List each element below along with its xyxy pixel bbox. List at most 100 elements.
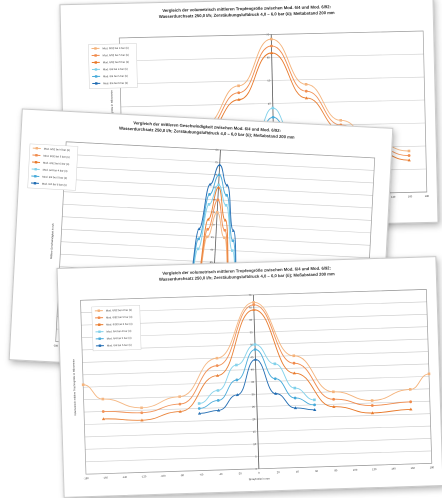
chart-front-legend-label: Mod. 6/4 bei 5 bar (ü) [107, 336, 132, 341]
chart-back-legend: Mod. 6/92 bei 4 bar (ü) Mod. 6/92 bei 5 b… [88, 44, 137, 89]
chart-middle-legend-marker [34, 175, 37, 178]
chart-front-data-point [252, 301, 255, 304]
chart-back-data-point [272, 116, 275, 119]
chart-front-xtick-label: -180 [83, 476, 89, 480]
chart-back-data-point [270, 45, 273, 48]
chart-back-data-point [339, 119, 342, 122]
chart-front-data-point [371, 399, 374, 402]
chart-back-legend-marker [95, 68, 97, 70]
chart-back-legend-label: Mod. 6/92 bei 4 bar (ü) [102, 46, 128, 51]
chart-front-data-point [313, 403, 316, 406]
chart-back-legend-label: Mod. 6/4 bei 4 bar (ü) [103, 67, 128, 72]
chart-front-xtick-label: 0 [258, 471, 260, 475]
chart-back-data-point [305, 83, 308, 86]
chart-middle-data-point [231, 249, 234, 252]
chart-front-data-point [273, 362, 276, 365]
chart-front-legend-label: Mod. 6/4 bei 6 bar (ü) [107, 343, 132, 348]
chart-middle-legend-marker [34, 182, 37, 185]
chart-front-xtick-label: 120 [372, 467, 377, 471]
chart-middle-data-point [225, 204, 228, 207]
chart-front-data-point [235, 378, 238, 381]
chart-front-xtick-label: 160 [410, 466, 415, 470]
chart-front-legend-marker [98, 330, 100, 332]
chart-front-xtick-label: 100 [353, 468, 358, 472]
chart-front-legend-marker [99, 344, 101, 346]
chart-front-data-point [216, 364, 219, 367]
chart-front-xtick-label: -60 [199, 473, 203, 477]
chart-front-data-point [292, 354, 295, 357]
chart-front-legend-marker [98, 309, 100, 311]
chart-front-data-point [178, 403, 181, 406]
chart-back-legend-marker [94, 54, 96, 56]
chart-back-data-point [408, 154, 411, 157]
chart-front-data-point [293, 387, 296, 390]
chart-front-xtick-label: 60 [315, 469, 319, 473]
chart-front-data-point [252, 303, 255, 306]
chart-front-data-point [235, 364, 238, 367]
chart-front-xtick-label: -40 [219, 472, 223, 476]
chart-front-data-point [198, 402, 201, 405]
chart-front: Vergleich der volumetrisch mittleren Tro… [58, 257, 442, 497]
chart-middle-data-point [216, 211, 219, 214]
chart-back-data-point [305, 90, 308, 93]
chart-front-legend-label: Mod. 6/92 bei 5 bar (ü) [106, 315, 132, 320]
chart-back-data-point [408, 150, 411, 153]
chart-front-legend-marker [98, 337, 100, 339]
chart-middle-xtick-label: -180 [53, 343, 59, 347]
chart-front-xtick-label: 140 [391, 466, 396, 470]
chart-back-legend-marker [95, 61, 97, 63]
chart-middle-data-point [223, 236, 226, 239]
chart-front-data-point [409, 388, 412, 391]
chart-back-xtick-label: 160 [408, 194, 413, 198]
chart-front-ylabel: Volumetrisch mittlere Tropfengröße in Mi… [71, 359, 77, 416]
chart-front-data-point [102, 410, 105, 413]
chart-middle-legend-marker [35, 154, 38, 157]
chart-back-legend-label: Mod. 6/92 bei 5 bar (ü) [103, 53, 129, 58]
chart-back-legend-label: Mod. 6/4 bei 6 bar (ü) [103, 81, 128, 86]
chart-front-data-point [332, 398, 335, 401]
chart-front-data-point [313, 399, 316, 402]
chart-front-xtick-label: -160 [103, 475, 109, 479]
chart-back-xtick-label: 140 [391, 195, 396, 199]
chart-front-data-point [254, 348, 257, 351]
chart-front-data-point [409, 400, 412, 403]
chart-front-data-point [274, 377, 277, 380]
chart-sheet-front: Vergleich der volumetrisch mittleren Tro… [56, 256, 442, 498]
chart-front-data-point [371, 404, 374, 407]
chart-middle-data-point [208, 203, 211, 206]
chart-front-xtick-label: -20 [238, 471, 242, 475]
chart-front-legend-label: Mod. 6/92 bei 4 bar (ü) [106, 308, 132, 313]
chart-front-xtick-label: -140 [122, 475, 128, 479]
chart-front-data-point [140, 406, 143, 409]
chart-middle-data-point [218, 163, 221, 166]
chart-middle-legend: Mod. 6/92 bei 4 bar (ü)Mod. 6/92 bei 5 b… [28, 144, 78, 190]
chart-front-data-point [293, 362, 296, 365]
chart-front-data-point [198, 407, 201, 410]
chart-middle-legend-marker [35, 161, 38, 164]
chart-front-legend-label: Mod. 6/4 bei 4 bar (ü) [106, 329, 131, 334]
chart-back-legend-label: Mod. 6/92 bei 6 bar (ü) [103, 60, 129, 65]
chart-back-legend-marker [95, 82, 97, 84]
chart-front-data-point [332, 390, 335, 393]
chart-back-xtick-label: 180 [425, 194, 430, 198]
chart-front-xlabel: Spraybreite in mm [249, 476, 270, 481]
chart-front-legend: Mod. 6/92 bei 4 bar (ü) Mod. 6/92 bei 5 b… [92, 305, 141, 350]
chart-front-xtick-label: 80 [334, 468, 338, 472]
chart-front-data-point [294, 397, 297, 400]
chart-front-xtick-label: 180 [430, 465, 435, 469]
chart-front-xtick-label: -100 [160, 474, 166, 478]
chart-back-data-point [270, 38, 273, 41]
chart-front-data-point [140, 411, 143, 414]
chart-middle-data-point [197, 247, 200, 250]
chart-front-data-point [217, 389, 220, 392]
chart-middle-data-point [206, 235, 209, 238]
chart-back-data-point [237, 84, 240, 87]
chart-middle-legend-marker [36, 147, 39, 150]
chart-back-legend-label: Mod. 6/4 bei 5 bar (ü) [103, 74, 128, 79]
chart-front-xtick-label: 40 [296, 469, 300, 473]
chart-middle-ylabel: Mittlere Geschwindigkeit in m/s [49, 223, 55, 260]
chart-front-data-point [428, 373, 431, 376]
chart-front-xtick-label: -120 [141, 474, 147, 478]
chart-front-xtick-label: 20 [277, 470, 281, 474]
chart-back-data-point [237, 91, 240, 94]
